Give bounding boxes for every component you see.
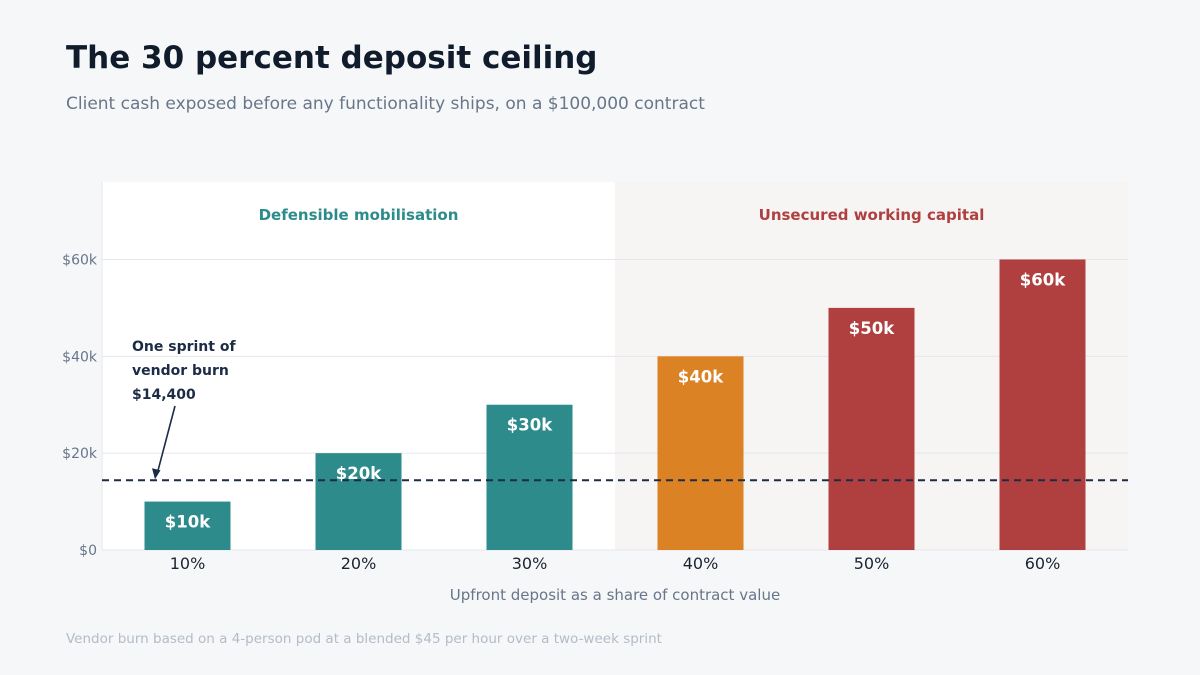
x-tick-label: 20% bbox=[341, 554, 377, 573]
annotation-arrow-head bbox=[152, 468, 161, 480]
chart-subtitle: Client cash exposed before any functiona… bbox=[66, 94, 705, 114]
y-tick-label: $0 bbox=[79, 543, 97, 559]
annotation-arrow-line bbox=[156, 405, 176, 475]
bar-value-label: $40k bbox=[678, 367, 724, 386]
chart-footnote: Vendor burn based on a 4-person pod at a… bbox=[66, 631, 662, 647]
region-label-2: Unsecured working capital bbox=[759, 206, 985, 224]
reference-annotation-line: $14,400 bbox=[132, 387, 196, 403]
bar-60pct bbox=[999, 259, 1086, 550]
region-background-1 bbox=[102, 182, 615, 550]
y-tick-label: $20k bbox=[62, 446, 98, 462]
bar-50pct bbox=[828, 307, 915, 550]
chart-title: The 30 percent deposit ceiling bbox=[66, 40, 598, 76]
bar-20pct bbox=[315, 453, 402, 550]
region-background-2 bbox=[615, 182, 1128, 550]
x-tick-label: 30% bbox=[512, 554, 548, 573]
x-axis-label: Upfront deposit as a share of contract v… bbox=[450, 586, 780, 604]
x-tick-label: 40% bbox=[683, 554, 719, 573]
reference-annotation-line: One sprint of bbox=[132, 339, 236, 355]
bar-value-label: $10k bbox=[165, 513, 211, 532]
x-tick-label: 60% bbox=[1025, 554, 1061, 573]
region-label-1: Defensible mobilisation bbox=[259, 206, 459, 224]
bar-40pct bbox=[657, 356, 744, 550]
y-tick-label: $40k bbox=[62, 349, 98, 365]
bar-value-label: $30k bbox=[507, 416, 553, 435]
bar-value-label: $50k bbox=[849, 319, 895, 338]
y-tick-label: $60k bbox=[62, 252, 98, 268]
reference-annotation-line: vendor burn bbox=[132, 363, 229, 379]
reference-annotation: One sprint of vendor burn $14,400 bbox=[132, 339, 236, 403]
x-tick-label: 50% bbox=[854, 554, 890, 573]
x-tick-label: 10% bbox=[170, 554, 206, 573]
bar-30pct bbox=[486, 404, 573, 550]
bar-value-label: $60k bbox=[1020, 270, 1066, 289]
bar-value-label: $20k bbox=[336, 464, 382, 483]
bar-10pct bbox=[144, 501, 231, 550]
